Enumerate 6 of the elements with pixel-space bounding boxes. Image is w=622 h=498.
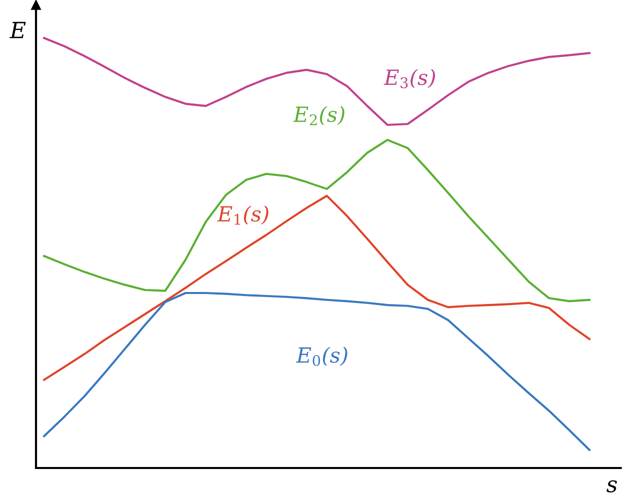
x-axis-title: s bbox=[606, 480, 617, 492]
series-label: E$_{3}$(s) bbox=[384, 68, 435, 88]
series-label: E$_{2}$(s) bbox=[293, 106, 344, 126]
text: E$_{0}$(s) bbox=[296, 346, 348, 366]
y-axis-title: E bbox=[10, 22, 26, 38]
series-label: E$_{1}$(s) bbox=[217, 206, 268, 225]
